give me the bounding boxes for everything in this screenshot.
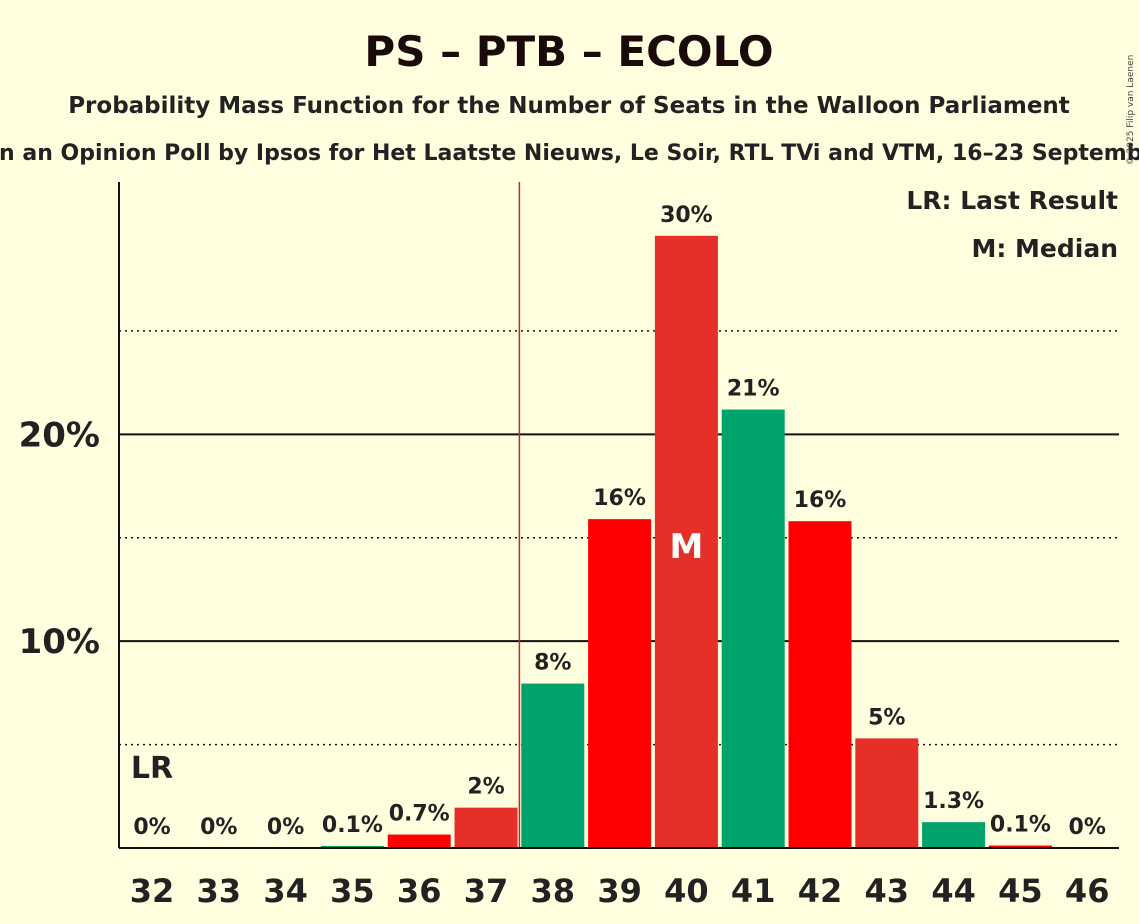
data-label-seat-34: 0% [267, 815, 304, 840]
bar-seat-43 [855, 738, 919, 848]
x-tick-label-32: 32 [130, 872, 175, 910]
last-result-marker: LR [131, 751, 173, 786]
bar-seat-39 [588, 519, 652, 848]
data-label-seat-40: 30% [660, 203, 713, 228]
data-labels-group: 0% 0% 0% 0.1% 0.7%2%8%16%30%21%16%5%1.3%0.1%… [131, 203, 1106, 840]
x-axis-ticks: 32 33 34 35 36 37 38 39 40 41 42 43 44 45 46 [130, 872, 1110, 910]
data-label-seat-43: 5% [868, 705, 905, 730]
x-tick-label-36: 36 [397, 872, 442, 910]
chart-subtitle: Probability Mass Function for the Number… [68, 93, 1070, 119]
x-tick-label-35: 35 [330, 872, 375, 910]
bar-seat-36 [387, 834, 451, 848]
data-label-seat-46: 0% [1069, 815, 1106, 840]
data-label-seat-37: 2% [467, 775, 504, 800]
x-tick-label-37: 37 [464, 872, 509, 910]
data-label-seat-36: 0.7% [389, 802, 450, 827]
bar-seat-44 [922, 822, 986, 848]
median-marker: M [669, 527, 703, 567]
bar-seat-35 [320, 845, 384, 848]
x-tick-label-46: 46 [1065, 872, 1110, 910]
x-tick-label-33: 33 [197, 872, 242, 910]
data-label-seat-35: 0.1% [322, 813, 383, 838]
y-tick-label: 20% [19, 415, 100, 455]
x-tick-label-40: 40 [664, 872, 709, 910]
chart-subsubtitle: Based on an Opinion Poll by Ipsos for He… [0, 141, 1139, 166]
x-tick-label-43: 43 [865, 872, 910, 910]
bar-seat-40 [654, 235, 718, 849]
bar-seat-37 [454, 807, 518, 848]
x-tick-label-44: 44 [931, 872, 976, 910]
data-label-seat-39: 16% [593, 486, 646, 511]
legend-median: M: Median [971, 234, 1118, 263]
bars-group [320, 235, 1052, 849]
bar-seat-41 [721, 409, 785, 848]
chart-title: PS – PTB – ECOLO [364, 27, 773, 76]
x-tick-label-38: 38 [531, 872, 576, 910]
x-tick-label-41: 41 [731, 872, 776, 910]
bar-seat-42 [788, 521, 852, 848]
x-tick-label-42: 42 [798, 872, 843, 910]
x-tick-label-34: 34 [263, 872, 308, 910]
data-label-seat-41: 21% [727, 377, 780, 402]
bar-seat-38 [521, 683, 585, 848]
data-label-seat-44: 1.3% [923, 789, 984, 814]
x-tick-label-45: 45 [998, 872, 1043, 910]
y-axis-ticks: 10% 20% [19, 415, 100, 662]
copyright-notice: © 2025 Filip van Laenen [1126, 55, 1136, 166]
data-label-seat-32: 0% [133, 815, 170, 840]
data-label-seat-45: 0.1% [990, 813, 1051, 838]
x-tick-label-39: 39 [597, 872, 642, 910]
data-label-seat-33: 0% [200, 815, 237, 840]
legend-last-result: LR: Last Result [906, 186, 1118, 215]
bar-seat-45 [988, 845, 1052, 848]
y-tick-label: 10% [19, 622, 100, 662]
data-label-seat-42: 16% [794, 488, 847, 513]
data-label-seat-38: 8% [534, 651, 571, 676]
